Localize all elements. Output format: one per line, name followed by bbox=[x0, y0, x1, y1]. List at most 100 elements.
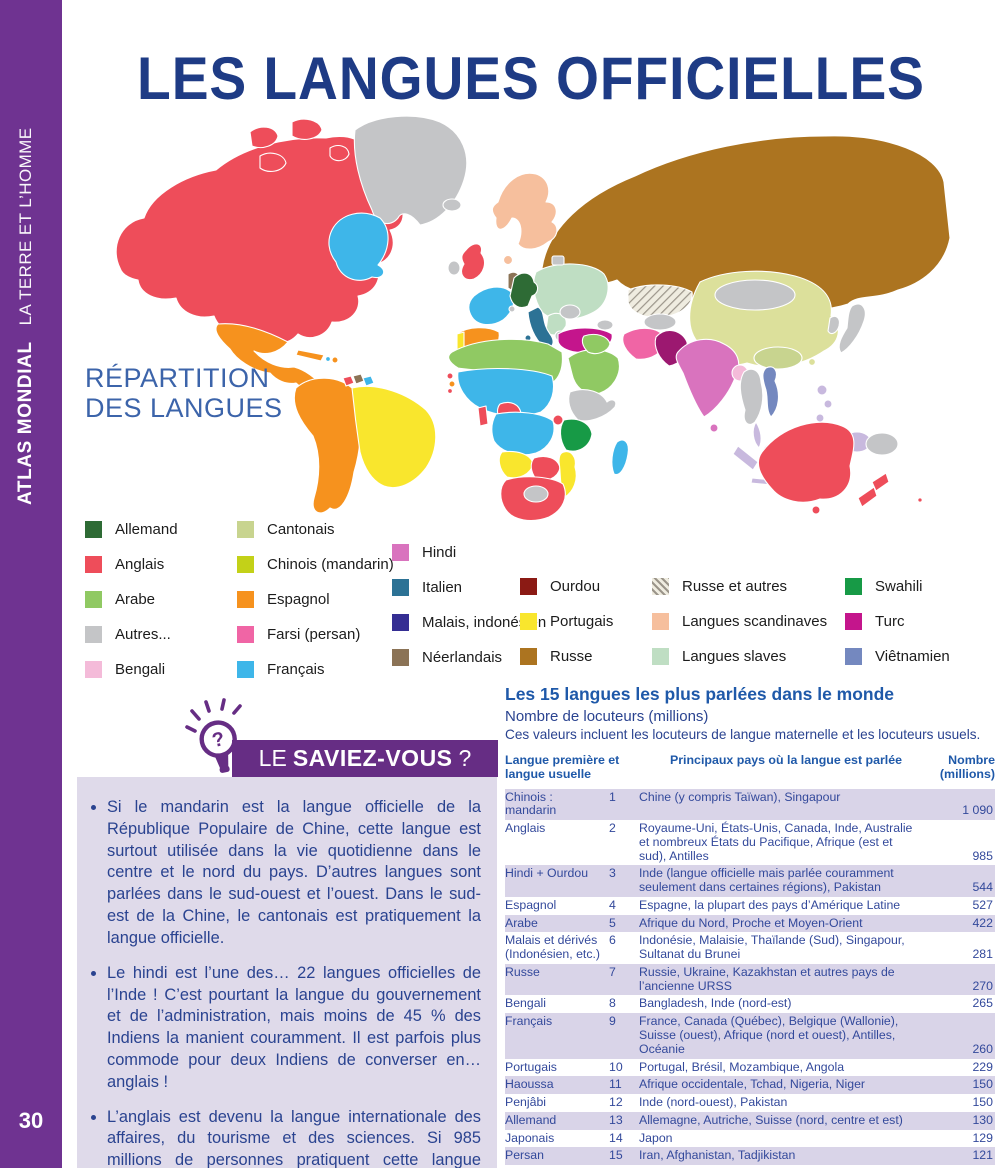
map-region-francais bbox=[468, 286, 515, 326]
map-region-anglais bbox=[446, 372, 454, 380]
legend-label: Allemand bbox=[115, 521, 178, 538]
cell-n: 229 bbox=[972, 1059, 993, 1074]
cell-lang: Bengali bbox=[505, 996, 547, 1011]
cell-n: 985 bbox=[972, 848, 993, 863]
legend-swatch bbox=[845, 648, 862, 665]
table-row: Bengali 8 Bangladesh, Inde (nord-est) 265 bbox=[505, 995, 995, 1013]
sidebar: ATLAS MONDIAL LA TERRE ET L’HOMME 30 bbox=[0, 0, 62, 1168]
map-region-autres bbox=[827, 315, 840, 335]
table-row: Russe 7 Russie, Ukraine, Kazakhstan et aut… bbox=[505, 963, 995, 996]
table-title: Les 15 langues les plus parlées dans le … bbox=[505, 684, 895, 704]
table-subtitle: Nombre de locuteurs (millions) bbox=[505, 708, 709, 725]
cell-countries: Espagne, la plupart des pays d’Amérique … bbox=[639, 897, 901, 912]
legend-swatch bbox=[392, 614, 409, 631]
map-region-autres bbox=[568, 389, 617, 422]
header-countries: Principaux pays où la langue est parlée bbox=[669, 753, 903, 767]
legend-swatch bbox=[237, 626, 254, 643]
legend-column: Ourdou Portugais Russe bbox=[520, 569, 613, 674]
map-region-farsi bbox=[622, 327, 667, 360]
legend-label: Farsi (persan) bbox=[267, 626, 361, 643]
table-row: Arabe 5 Afrique du Nord, Proche et Moyen-O… bbox=[505, 914, 995, 933]
map-region-anglais bbox=[329, 145, 350, 162]
cell-rank: 1 bbox=[609, 789, 616, 804]
cell-n: 265 bbox=[972, 996, 993, 1011]
map-region-autres bbox=[559, 304, 581, 320]
legend-swatch bbox=[237, 591, 254, 608]
cell-lang: Hindi + Ourdou bbox=[505, 866, 589, 881]
did-you-know-bullet: L’anglais est devenu la langue internati… bbox=[107, 1107, 481, 1168]
legend-swatch bbox=[520, 578, 537, 595]
legend-swatch bbox=[652, 648, 669, 665]
legend-label: Hindi bbox=[422, 544, 457, 561]
cell-rank: 3 bbox=[609, 866, 616, 881]
legend-item-swahili: Swahili bbox=[845, 569, 950, 604]
map-region-malais_carte bbox=[823, 399, 833, 409]
map-region-anglais bbox=[249, 126, 279, 149]
cell-countries: Russie, Ukraine, Kazakhstan et autres pa… bbox=[639, 964, 895, 993]
map-region-swahili bbox=[559, 418, 593, 452]
cell-rank: 11 bbox=[609, 1077, 622, 1092]
map-region-anglais bbox=[917, 497, 923, 503]
map-region-anglais bbox=[115, 135, 410, 344]
table-row: Malais et dérivés (Indonésien, etc.) 6 Ind… bbox=[505, 932, 995, 964]
map-region-slaves bbox=[533, 263, 609, 321]
legend-label: Swahili bbox=[875, 578, 923, 595]
cell-countries: Portugal, Brésil, Mozambique, Angola bbox=[639, 1059, 845, 1074]
cell-rank: 8 bbox=[609, 996, 616, 1011]
map-region-scandinaves bbox=[502, 254, 514, 266]
cell-rank: 4 bbox=[609, 897, 616, 912]
map-region-francais bbox=[362, 375, 375, 387]
legend-swatch bbox=[652, 613, 669, 630]
cell-countries: Inde (nord-ouest), Pakistan bbox=[639, 1095, 788, 1110]
map-region-chinois_carte bbox=[808, 358, 816, 366]
map-region-malais_carte bbox=[732, 445, 759, 471]
legend-column: Russe et autres Langues scandinaves Langue… bbox=[652, 569, 827, 674]
legend-label: Russe et autres bbox=[682, 578, 788, 595]
cell-countries: Iran, Afghanistan, Tadjikistan bbox=[639, 1148, 796, 1163]
map-region-autres bbox=[551, 255, 565, 266]
cell-countries: Bangladesh, Inde (nord-est) bbox=[639, 996, 792, 1011]
legend-label: Langues slaves bbox=[682, 648, 787, 665]
map-region-malais_carte bbox=[752, 421, 762, 449]
map-region-autres bbox=[523, 485, 549, 503]
legend-item-hindi: Hindi bbox=[392, 535, 546, 570]
table-row: Anglais 2 Royaume-Uni, États-Unis, Canada,… bbox=[505, 820, 995, 865]
cell-n: 130 bbox=[972, 1112, 993, 1127]
cell-n: 270 bbox=[972, 978, 993, 993]
legend-item-francais: Français bbox=[237, 652, 394, 687]
map-region-autres bbox=[353, 115, 468, 226]
legend-column: Cantonais Chinois (mandarin) Espagnol Farsi… bbox=[237, 512, 394, 687]
legend-item-ourdou: Ourdou bbox=[520, 569, 613, 604]
cell-rank: 14 bbox=[609, 1130, 623, 1145]
legend-swatch bbox=[85, 626, 102, 643]
cell-rank: 15 bbox=[609, 1148, 623, 1163]
map-region-anglais bbox=[259, 152, 287, 172]
map-region-portugais bbox=[351, 385, 437, 489]
legend-swatch bbox=[845, 613, 862, 630]
map-caption: RÉPARTITION DES LANGUES bbox=[85, 363, 283, 423]
spine-text: ATLAS MONDIAL LA TERRE ET L’HOMME bbox=[15, 55, 37, 505]
cell-rank: 10 bbox=[609, 1059, 623, 1074]
map-region-espagnol bbox=[331, 356, 339, 364]
legend-item-bengali: Bengali bbox=[85, 652, 178, 687]
map-region-italien bbox=[527, 306, 554, 349]
map-region-anglais bbox=[811, 505, 821, 515]
cell-countries: France, Canada (Québec), Belgique (Wallo… bbox=[639, 1014, 899, 1056]
cell-rank: 12 bbox=[609, 1095, 623, 1110]
legend-swatch bbox=[520, 648, 537, 665]
table-row: Espagnol 4 Espagne, la plupart des pays d’… bbox=[505, 897, 995, 915]
cell-lang: Français bbox=[505, 1014, 553, 1029]
lightbulb-icon: ? bbox=[185, 697, 247, 786]
legend-item-scandinaves: Langues scandinaves bbox=[652, 604, 827, 639]
map-region-espagnol bbox=[293, 377, 362, 514]
map-region-anglais bbox=[461, 243, 486, 281]
cell-n: 150 bbox=[972, 1095, 993, 1110]
map-caption-line2: DES LANGUES bbox=[85, 393, 283, 423]
legend-item-slaves: Langues slaves bbox=[652, 639, 827, 674]
cell-n: 260 bbox=[972, 1041, 993, 1056]
legend-item-italien: Italien bbox=[392, 570, 546, 605]
table-note: Ces valeurs incluent les locuteurs de la… bbox=[505, 727, 981, 742]
legend-item-vietnamien: Viêtnamien bbox=[845, 639, 950, 674]
legend-item-cantonais: Cantonais bbox=[237, 512, 394, 547]
